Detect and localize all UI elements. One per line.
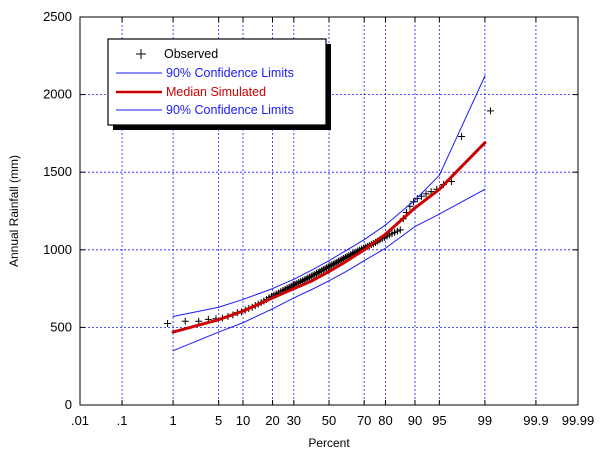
observed-point: [300, 276, 308, 284]
observed-point: [302, 275, 310, 283]
y-axis-ticks: 0 500 1000 1500 2000 2500: [43, 9, 578, 412]
x-tick-label: 90: [408, 413, 422, 428]
x-tick-label: 99.9: [523, 413, 548, 428]
median-line: [171, 141, 487, 334]
observed-point: [298, 277, 306, 285]
observed-point: [164, 320, 172, 328]
observed-point: [181, 317, 189, 325]
upper-confidence-line: [172, 75, 486, 318]
x-tick-label: 1: [169, 413, 176, 428]
observed-point: [393, 227, 401, 235]
x-tick-label: 50: [322, 413, 336, 428]
observed-point: [297, 278, 305, 286]
x-tick-label: 95: [432, 413, 446, 428]
x-tick-label: .01: [71, 413, 89, 428]
x-tick-label: 30: [287, 413, 301, 428]
y-tick-label: 0: [65, 397, 72, 412]
legend-item-confidence-upper: 90% Confidence Limits: [116, 66, 294, 80]
x-axis-ticks: .01 .1 1 5 10 20 30 50 70 80 90 95 99 99.9 99.99: [71, 17, 594, 428]
x-tick-label: 10: [236, 413, 250, 428]
x-tick-label: 5: [215, 413, 222, 428]
legend-item-observed: Observed: [136, 47, 218, 61]
plot-frame: [79, 16, 579, 406]
x-tick-label: .1: [117, 413, 128, 428]
y-axis-label: Annual Rainfall (mm): [7, 155, 21, 267]
legend-observed-label: Observed: [164, 47, 218, 61]
legend-confidence-upper-label: 90% Confidence Limits: [166, 66, 294, 80]
y-tick-label: 1000: [43, 242, 72, 257]
legend-item-median: Median Simulated: [116, 85, 266, 99]
x-tick-label: 99.99: [562, 413, 595, 428]
observed-point: [422, 190, 430, 198]
observed-point: [343, 253, 351, 261]
x-tick-label: 20: [265, 413, 279, 428]
legend-confidence-lower-label: 90% Confidence Limits: [166, 103, 294, 117]
legend-item-confidence-lower: 90% Confidence Limits: [116, 103, 294, 117]
legend-box: [107, 38, 327, 126]
y-tick-label: 500: [50, 319, 72, 334]
observed-point: [447, 178, 455, 186]
x-axis-label: Percent: [308, 436, 350, 449]
legend-median-label: Median Simulated: [166, 85, 266, 99]
y-tick-label: 2000: [43, 87, 72, 102]
x-tick-label: 80: [378, 413, 392, 428]
observed-point: [486, 107, 494, 115]
observed-point: [458, 133, 466, 141]
y-tick-label: 1500: [43, 164, 72, 179]
observed-point: [304, 274, 312, 282]
series-layer: [164, 75, 494, 352]
lower-confidence-line: [172, 188, 486, 352]
observed-point: [413, 195, 421, 203]
legend: Observed 90% Confidence Limits Median Si…: [107, 38, 331, 130]
observed-point: [396, 226, 404, 234]
y-tick-label: 2500: [43, 9, 72, 24]
x-tick-label: 70: [357, 413, 371, 428]
x-tick-label: 99: [478, 413, 492, 428]
